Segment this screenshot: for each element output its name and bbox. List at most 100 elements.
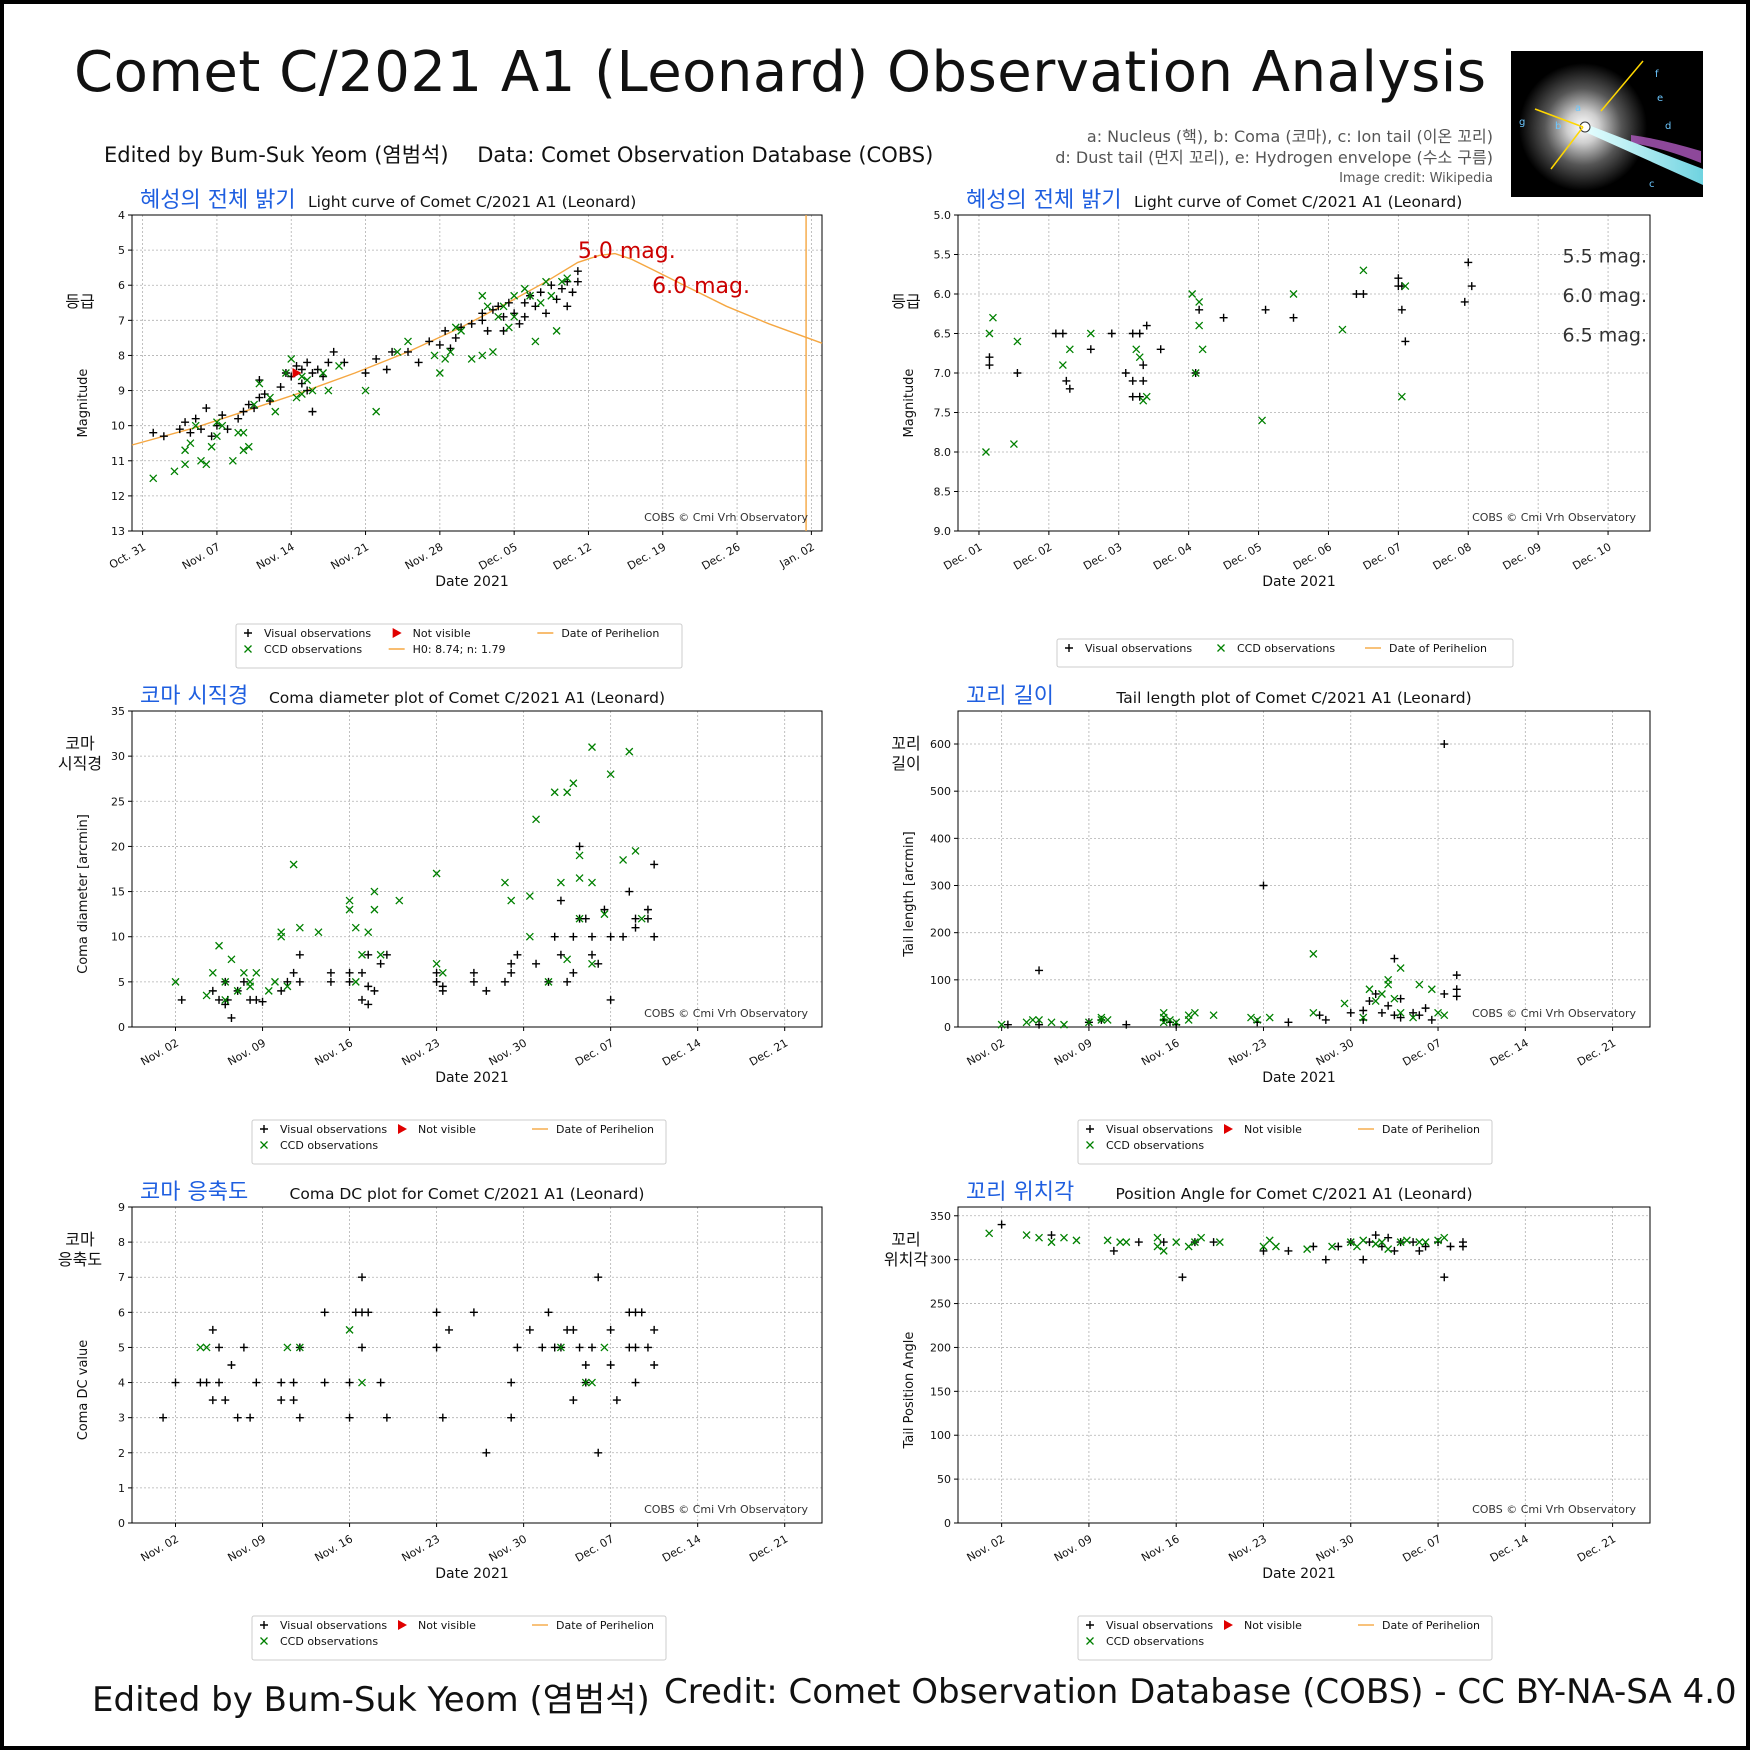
- ccd-point: [430, 351, 439, 360]
- visual-point: [581, 1361, 590, 1369]
- x-tick-label: Dec. 07: [1400, 1532, 1443, 1564]
- visual-point: [631, 1378, 640, 1387]
- visual-point: [255, 393, 264, 402]
- visual-point: [244, 400, 253, 409]
- ccd-point: [361, 386, 370, 395]
- y-tick-label: 150: [930, 1385, 951, 1398]
- x-tick-label: Dec. 04: [1151, 540, 1194, 572]
- visual-point: [507, 1378, 516, 1387]
- visual-point: [186, 428, 195, 437]
- visual-point: [1047, 1231, 1056, 1240]
- visual-point: [643, 905, 652, 914]
- plot-frame: [957, 1206, 1651, 1524]
- chart-xlabel: Date 2021: [435, 1566, 509, 1582]
- visual-point: [1128, 392, 1137, 401]
- visual-point: [507, 968, 516, 977]
- visual-point: [340, 358, 349, 367]
- x-tick-label: Dec. 09: [1501, 540, 1544, 572]
- x-tick-label: Nov. 16: [1139, 1036, 1182, 1068]
- chart-title: Tail length plot of Comet C/2021 A1 (Leo…: [1115, 689, 1471, 707]
- ccd-point: [1197, 1233, 1206, 1242]
- ccd-point: [504, 323, 513, 332]
- ccd-point: [335, 362, 343, 370]
- ccd-point: [1434, 1236, 1442, 1245]
- visual-point: [1359, 1015, 1368, 1024]
- ccd-point: [536, 298, 545, 307]
- ccd-point: [619, 856, 628, 864]
- ccd-point: [1259, 1242, 1268, 1251]
- ccd-point: [569, 779, 578, 788]
- visual-point: [432, 968, 441, 977]
- footer-credit: Credit: Comet Observation Database (COBS…: [664, 1672, 1737, 1712]
- visual-point: [1065, 384, 1074, 393]
- visual-point: [1421, 1242, 1430, 1251]
- visual-point: [1172, 1020, 1181, 1029]
- visual-point: [569, 1325, 578, 1334]
- ccd-point: [255, 379, 264, 388]
- x-tick-label: Nov. 23: [400, 1036, 443, 1068]
- visual-point: [575, 1343, 584, 1352]
- x-tick-label: Dec. 14: [660, 1036, 703, 1068]
- visual-point: [1396, 1238, 1405, 1247]
- chart-title: Position Angle for Comet C/2021 A1 (Leon…: [1115, 1185, 1472, 1203]
- y-tick-label: 8.5: [934, 486, 952, 499]
- visual-point: [1346, 1008, 1355, 1017]
- legend-label: CCD observations: [1106, 1635, 1204, 1648]
- chart-legend: Visual observations Not visible Date of Pe…: [1077, 1615, 1493, 1661]
- ccd-point: [1371, 997, 1380, 1006]
- ccd-point: [170, 467, 179, 476]
- visual-point: [531, 302, 540, 311]
- ccd-point: [432, 869, 441, 878]
- chart-ylabel: Tail length [arcmin]: [902, 831, 917, 958]
- visual-point: [482, 986, 491, 995]
- x-tick-label: Dec. 07: [573, 1036, 616, 1068]
- label-e: e: [1657, 93, 1663, 104]
- visual-point: [1458, 1238, 1467, 1247]
- ccd-point: [557, 277, 566, 286]
- visual-point: [223, 995, 232, 1004]
- visual-point: [277, 986, 286, 995]
- visual-point: [258, 997, 267, 1006]
- ccd-point: [588, 878, 596, 887]
- legend-label: Date of Perihelion: [556, 1619, 654, 1632]
- chart-ylabel-kr: 꼬리: [891, 1230, 920, 1249]
- visual-point: [320, 1378, 329, 1387]
- visual-point: [208, 1325, 217, 1334]
- visual-point: [1315, 1011, 1324, 1020]
- visual-point: [588, 1343, 596, 1352]
- x-tick-label: Dec. 07: [573, 1532, 616, 1564]
- y-tick-label: 4: [118, 209, 125, 222]
- visual-point: [575, 842, 584, 851]
- legend-label: Date of Perihelion: [561, 627, 659, 640]
- visual-point: [1109, 1246, 1118, 1255]
- visual-point: [191, 414, 200, 423]
- visual-point: [643, 1343, 652, 1352]
- ccd-point: [1035, 1015, 1044, 1024]
- chart-title: Light curve of Comet C/2021 A1 (Leonard): [308, 193, 636, 211]
- ccd-point: [1195, 297, 1204, 306]
- y-tick-label: 200: [930, 927, 951, 940]
- legend-label: CCD observations: [280, 1139, 378, 1152]
- ccd-point: [1058, 361, 1067, 370]
- visual-point: [575, 914, 584, 923]
- visual-point: [542, 309, 550, 318]
- ccd-point: [525, 892, 534, 901]
- visual-point: [478, 309, 487, 318]
- visual-point: [345, 1378, 354, 1387]
- legend-label: Date of Perihelion: [1382, 1123, 1480, 1136]
- visual-point: [536, 288, 545, 297]
- legend-marker-not-visible: [1224, 1124, 1233, 1134]
- visual-point: [1440, 1273, 1449, 1282]
- ccd-point: [297, 390, 306, 399]
- visual-point: [650, 1361, 659, 1369]
- visual-point: [650, 932, 659, 941]
- comet-anatomy-image: a b c d e f g: [1511, 51, 1703, 197]
- visual-point: [239, 407, 248, 416]
- visual-point: [1452, 985, 1461, 994]
- y-tick-label: 5: [118, 976, 125, 989]
- visual-point: [1013, 369, 1022, 377]
- ccd-point: [1440, 1233, 1449, 1242]
- ccd-point: [345, 896, 354, 905]
- ccd-point: [588, 743, 596, 752]
- ccd-point: [221, 977, 230, 986]
